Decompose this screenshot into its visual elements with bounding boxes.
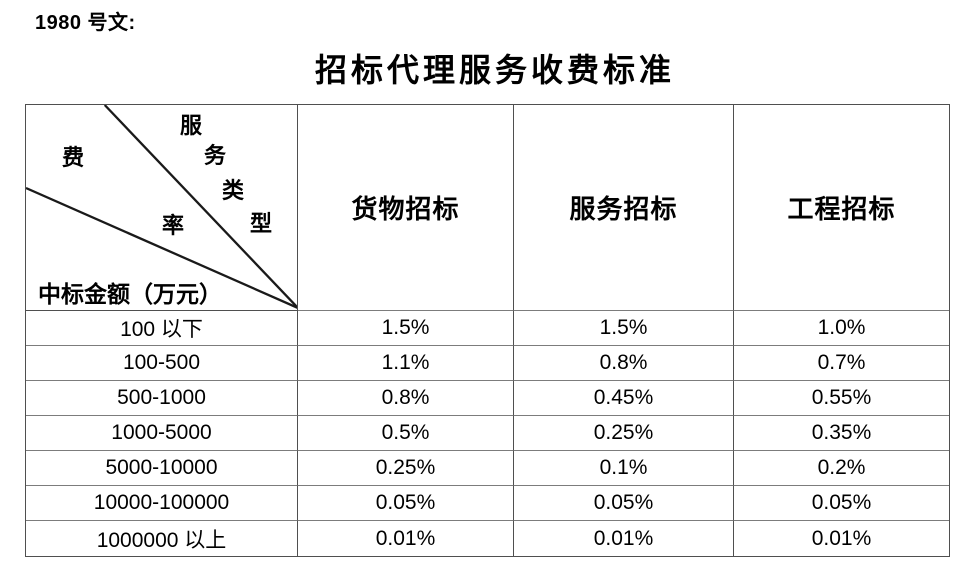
column-header-engineering: 工程招标 — [734, 105, 949, 311]
table-cell: 0.01% — [514, 521, 734, 556]
table-row-label: 1000-5000 — [26, 416, 298, 451]
table-cell: 0.05% — [514, 486, 734, 521]
doc-number-label: 1980 号文: — [35, 12, 136, 34]
table-cell: 0.25% — [514, 416, 734, 451]
table-row-label: 100 以下 — [26, 311, 298, 346]
table-cell: 0.5% — [298, 416, 514, 451]
table-row-label: 10000-100000 — [26, 486, 298, 521]
table-cell: 0.05% — [734, 486, 949, 521]
table-cell: 1.0% — [734, 311, 949, 346]
corner-amount-label: 中标金额（万元） — [38, 282, 222, 307]
table-cell: 0.01% — [811, 526, 872, 550]
corner-type-char: 类 — [221, 178, 245, 203]
table-cell: 0.8% — [514, 346, 734, 381]
table-cell: 0.05% — [298, 486, 514, 521]
corner-type-char: 型 — [249, 211, 273, 236]
table-row-label: 1000000 以上 — [26, 521, 298, 556]
table-cell: 0.45% — [514, 381, 734, 416]
table-cell: 0.2% — [734, 451, 949, 486]
corner-type-char: 务 — [203, 143, 227, 168]
table-cell: 0.8% — [298, 381, 514, 416]
page-title: 招标代理服务收费标准 — [314, 52, 675, 88]
corner-type-char: 服 — [179, 113, 203, 138]
table-cell: 0.1% — [514, 451, 734, 486]
table-corner-cell: 服 务 类 型 费 率 中标金额（万元） — [26, 105, 298, 311]
table-row-label: 5000-10000 — [26, 451, 298, 486]
fee-table: 服 务 类 型 费 率 中标金额（万元） 货物招标 服务招标 工程招标 100 … — [25, 104, 950, 557]
table-cell: 0.7% — [734, 346, 949, 381]
table-cell: 1.5% — [298, 311, 514, 346]
table-cell: 0.01% — [298, 521, 514, 556]
column-header-goods: 货物招标 — [298, 105, 514, 311]
column-header-service: 服务招标 — [514, 105, 734, 311]
diagonal-divider-lines — [26, 105, 297, 309]
table-cell: 1.5% — [514, 311, 734, 346]
corner-rate-char: 率 — [161, 213, 185, 238]
table-row-label: 100-500 — [26, 346, 298, 381]
table-cell: 0.35% — [734, 416, 949, 451]
table-cell: 1.1% — [298, 346, 514, 381]
table-cell: 0.55% — [734, 381, 949, 416]
corner-rate-char: 费 — [61, 145, 85, 170]
table-row-label: 500-1000 — [26, 381, 298, 416]
table-cell: 0.25% — [298, 451, 514, 486]
